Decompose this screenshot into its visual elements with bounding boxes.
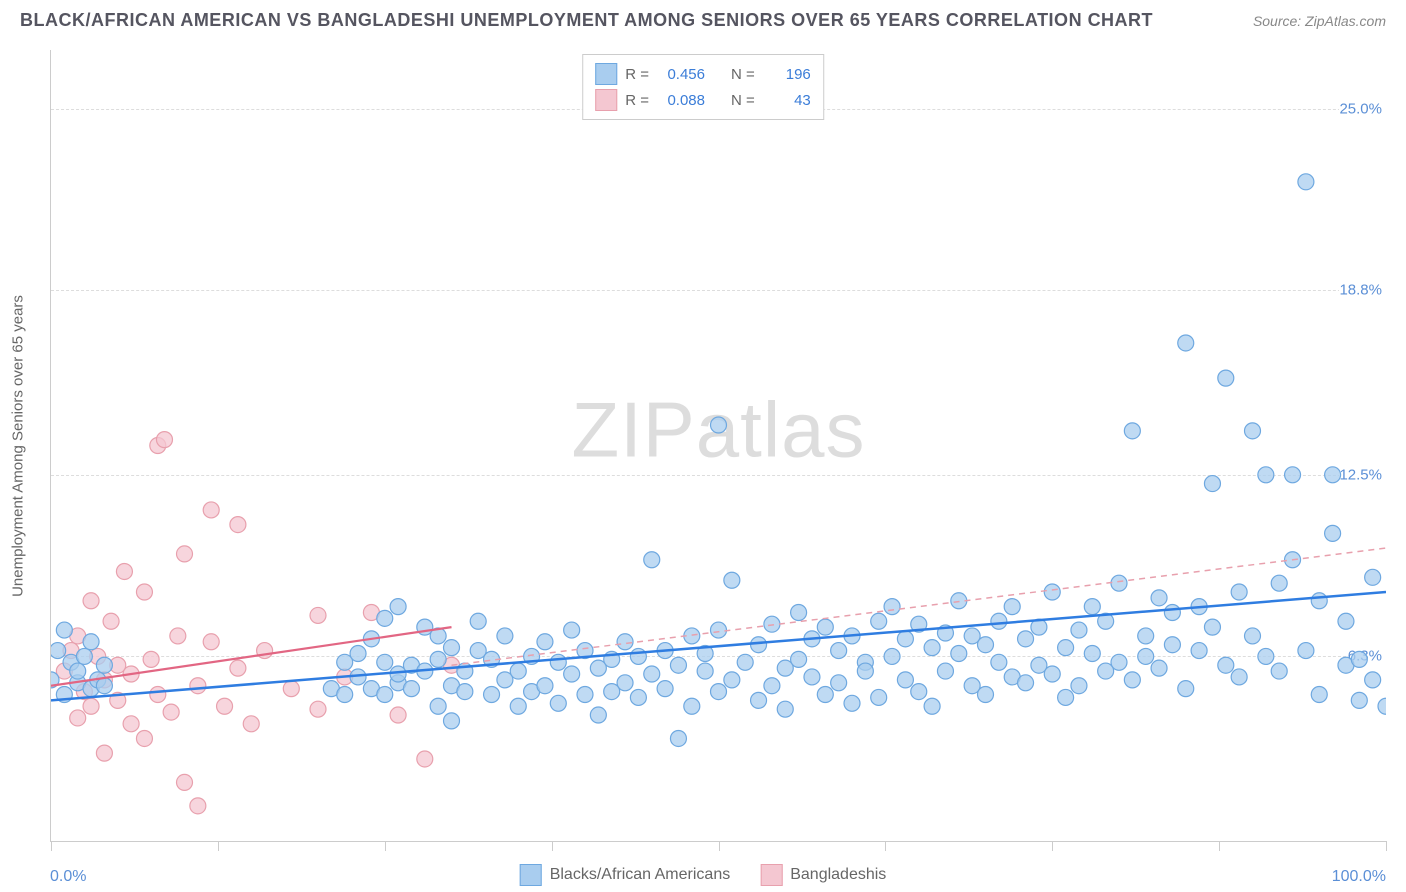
legend-swatch-bottom-0 [520,864,542,886]
legend-swatch-bottom-1 [760,864,782,886]
scatter-svg [51,50,1386,841]
legend-swatch-1 [595,89,617,111]
legend-item-1: Bangladeshis [760,864,886,886]
source-attribution: Source: ZipAtlas.com [1253,13,1386,29]
chart-plot-area: ZIPatlas 6.3%12.5%18.8%25.0% [50,50,1386,842]
legend-swatch-0 [595,63,617,85]
x-axis-max-label: 100.0% [1332,868,1386,886]
header: BLACK/AFRICAN AMERICAN VS BANGLADESHI UN… [20,10,1386,31]
y-axis-title: Unemployment Among Seniors over 65 years [10,295,27,597]
chart-title: BLACK/AFRICAN AMERICAN VS BANGLADESHI UN… [20,10,1153,31]
correlation-legend: R = 0.456 N = 196 R = 0.088 N = 43 [582,54,824,120]
legend-item-0: Blacks/African Americans [520,864,731,886]
series-legend: Blacks/African Americans Bangladeshis [520,864,887,886]
x-axis-min-label: 0.0% [50,868,86,886]
legend-row-series-1: R = 0.088 N = 43 [595,87,811,113]
legend-row-series-0: R = 0.456 N = 196 [595,61,811,87]
